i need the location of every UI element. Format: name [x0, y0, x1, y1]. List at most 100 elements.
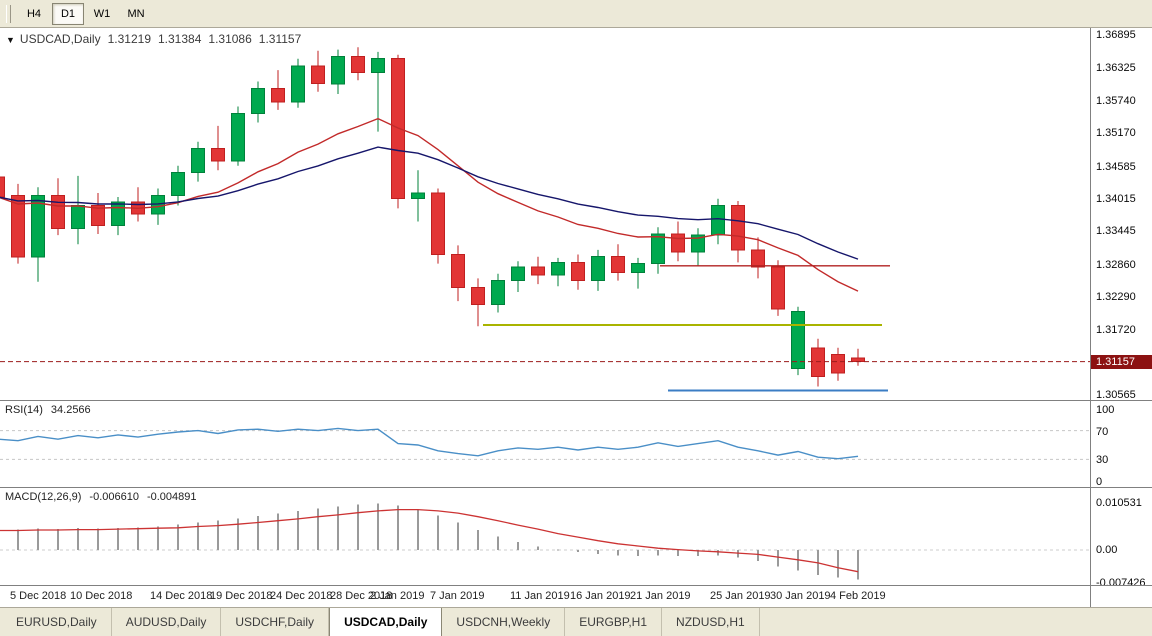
candle-body: [331, 56, 345, 85]
chart-tab-usdcnh-weekly[interactable]: USDCNH,Weekly: [442, 608, 566, 636]
chart-tab-usdchf-daily[interactable]: USDCHF,Daily: [221, 608, 330, 636]
macd-histogram-bar: [617, 550, 619, 556]
rsi-line: [0, 427, 859, 460]
time-axis-label: 5 Dec 2018: [10, 590, 67, 602]
chart-tab-eurgbp-h1[interactable]: EURGBP,H1: [565, 608, 663, 636]
candle-body: [471, 287, 485, 306]
candle-body: [551, 261, 565, 276]
candle: [511, 261, 525, 292]
candle: [431, 188, 445, 264]
candle-body: [111, 201, 125, 226]
macd-scale[interactable]: 0.010531 0.00 -0.007426: [1090, 488, 1152, 589]
macd-histogram-bar: [777, 550, 779, 567]
candle-body: [731, 205, 745, 251]
candle-body: [371, 58, 385, 73]
macd-histogram-bar: [377, 503, 379, 550]
price-scale-label: 1.34015: [1096, 192, 1136, 205]
timeframe-button-d1[interactable]: D1: [52, 2, 84, 25]
macd-histogram-bar: [237, 518, 239, 550]
macd-histogram-bar: [497, 536, 499, 550]
chart-tab-bar: EURUSD,Daily AUDUSD,Daily USDCHF,Daily USDC…: [0, 607, 1152, 636]
macd-histogram-bar: [257, 515, 259, 550]
candle: [571, 254, 585, 290]
candle: [671, 221, 685, 262]
time-axis-label: 4 Feb 2019: [830, 590, 886, 602]
price-scale[interactable]: 1.36895 1.36325 1.35740 1.35170 1.34585 1.340…: [1090, 28, 1152, 402]
candle: [471, 278, 485, 327]
macd-header: MACD(12,26,9) -0.006610 -0.004891: [5, 491, 205, 503]
candle: [751, 237, 765, 279]
main-chart-panel: ▼ USDCAD,Daily 1.31219 1.31384 1.31086 1.3115…: [0, 28, 1152, 402]
timeframe-button-h4[interactable]: H4: [26, 7, 42, 20]
chart-tab-audusd-daily[interactable]: AUDUSD,Daily: [112, 608, 222, 636]
slow-ma-line: [0, 146, 859, 260]
candle: [771, 260, 785, 316]
candle: [491, 273, 505, 313]
candle-body: [631, 263, 645, 274]
macd-histogram-bar: [77, 528, 79, 550]
macd-histogram-bar: [97, 528, 99, 550]
candle-body: [451, 254, 465, 288]
price-scale-label: 1.32860: [1096, 258, 1136, 271]
macd-signal-value: -0.004891: [146, 491, 197, 503]
candle: [391, 54, 405, 209]
macd-histogram-bar: [517, 542, 519, 550]
time-axis-label: 11 Jan 2019: [510, 590, 570, 602]
macd-histogram: [17, 503, 859, 580]
candle-body: [251, 87, 265, 114]
price-scale-label: 1.32290: [1096, 291, 1136, 304]
chart-tab-usdcad-daily[interactable]: USDCAD,Daily: [329, 608, 443, 636]
timeframe-button-w1[interactable]: W1: [93, 7, 111, 20]
toolbar-grip-icon[interactable]: [6, 4, 11, 23]
macd-histogram-bar: [657, 550, 659, 556]
rsi-scale-label: 30: [1096, 454, 1109, 467]
candle: [351, 47, 365, 81]
time-axis[interactable]: 5 Dec 2018 10 Dec 2018 14 Dec 2018 19 Dec 2…: [0, 585, 1152, 607]
time-axis-corner: [1090, 586, 1152, 607]
macd-histogram-bar: [557, 549, 559, 551]
collapse-triangle-icon[interactable]: ▼: [6, 35, 15, 45]
rsi-value: 34.2566: [50, 404, 91, 416]
time-axis-label: 14 Dec 2018: [150, 590, 213, 602]
candle: [171, 165, 185, 206]
candle-body: [31, 194, 45, 258]
candle-body: [91, 205, 105, 226]
candle: [11, 183, 25, 264]
candle-body: [651, 233, 665, 265]
candle-body: [411, 192, 425, 200]
time-axis-label: 24 Dec 2018: [270, 590, 333, 602]
price-scale-label: 1.30565: [1096, 389, 1136, 402]
macd-name: MACD(12,26,9): [5, 491, 82, 503]
price-scale-label: 1.33445: [1096, 225, 1136, 238]
candle-body: [851, 357, 865, 363]
candle-body: [0, 176, 5, 198]
macd-histogram-bar: [677, 550, 679, 556]
macd-histogram-bar: [537, 546, 539, 550]
candle-body: [171, 172, 185, 196]
chart-tab-eurusd-daily[interactable]: EURUSD,Daily: [2, 608, 112, 636]
rsi-panel: RSI(14) 34.2566 100 70 30 0: [0, 400, 1152, 488]
candle: [551, 257, 565, 287]
macd-scale-label: 0.00: [1096, 544, 1118, 556]
macd-histogram-bar: [157, 526, 159, 550]
macd-histogram-bar: [277, 513, 279, 550]
candle: [111, 197, 125, 236]
macd-panel: MACD(12,26,9) -0.006610 -0.004891 0.010531…: [0, 487, 1152, 589]
candle-body: [531, 266, 545, 276]
fast-ma-line: [0, 117, 859, 292]
timeframe-button-mn[interactable]: MN: [127, 7, 145, 20]
macd-plot[interactable]: [0, 488, 1090, 584]
candle-body: [431, 192, 445, 255]
macd-histogram-bar: [17, 529, 19, 550]
rsi-scale[interactable]: 100 70 30 0: [1090, 401, 1152, 488]
candle: [831, 347, 845, 381]
candle-body: [751, 249, 765, 268]
rsi-plot[interactable]: [0, 401, 1090, 486]
macd-histogram-bar: [837, 550, 839, 578]
chart-tab-nzdusd-h1[interactable]: NZDUSD,H1: [662, 608, 760, 636]
candle-body: [791, 310, 805, 369]
candle: [451, 245, 465, 302]
main-chart-plot[interactable]: [0, 28, 1090, 399]
macd-histogram-bar: [337, 506, 339, 550]
candle-body: [711, 205, 725, 236]
